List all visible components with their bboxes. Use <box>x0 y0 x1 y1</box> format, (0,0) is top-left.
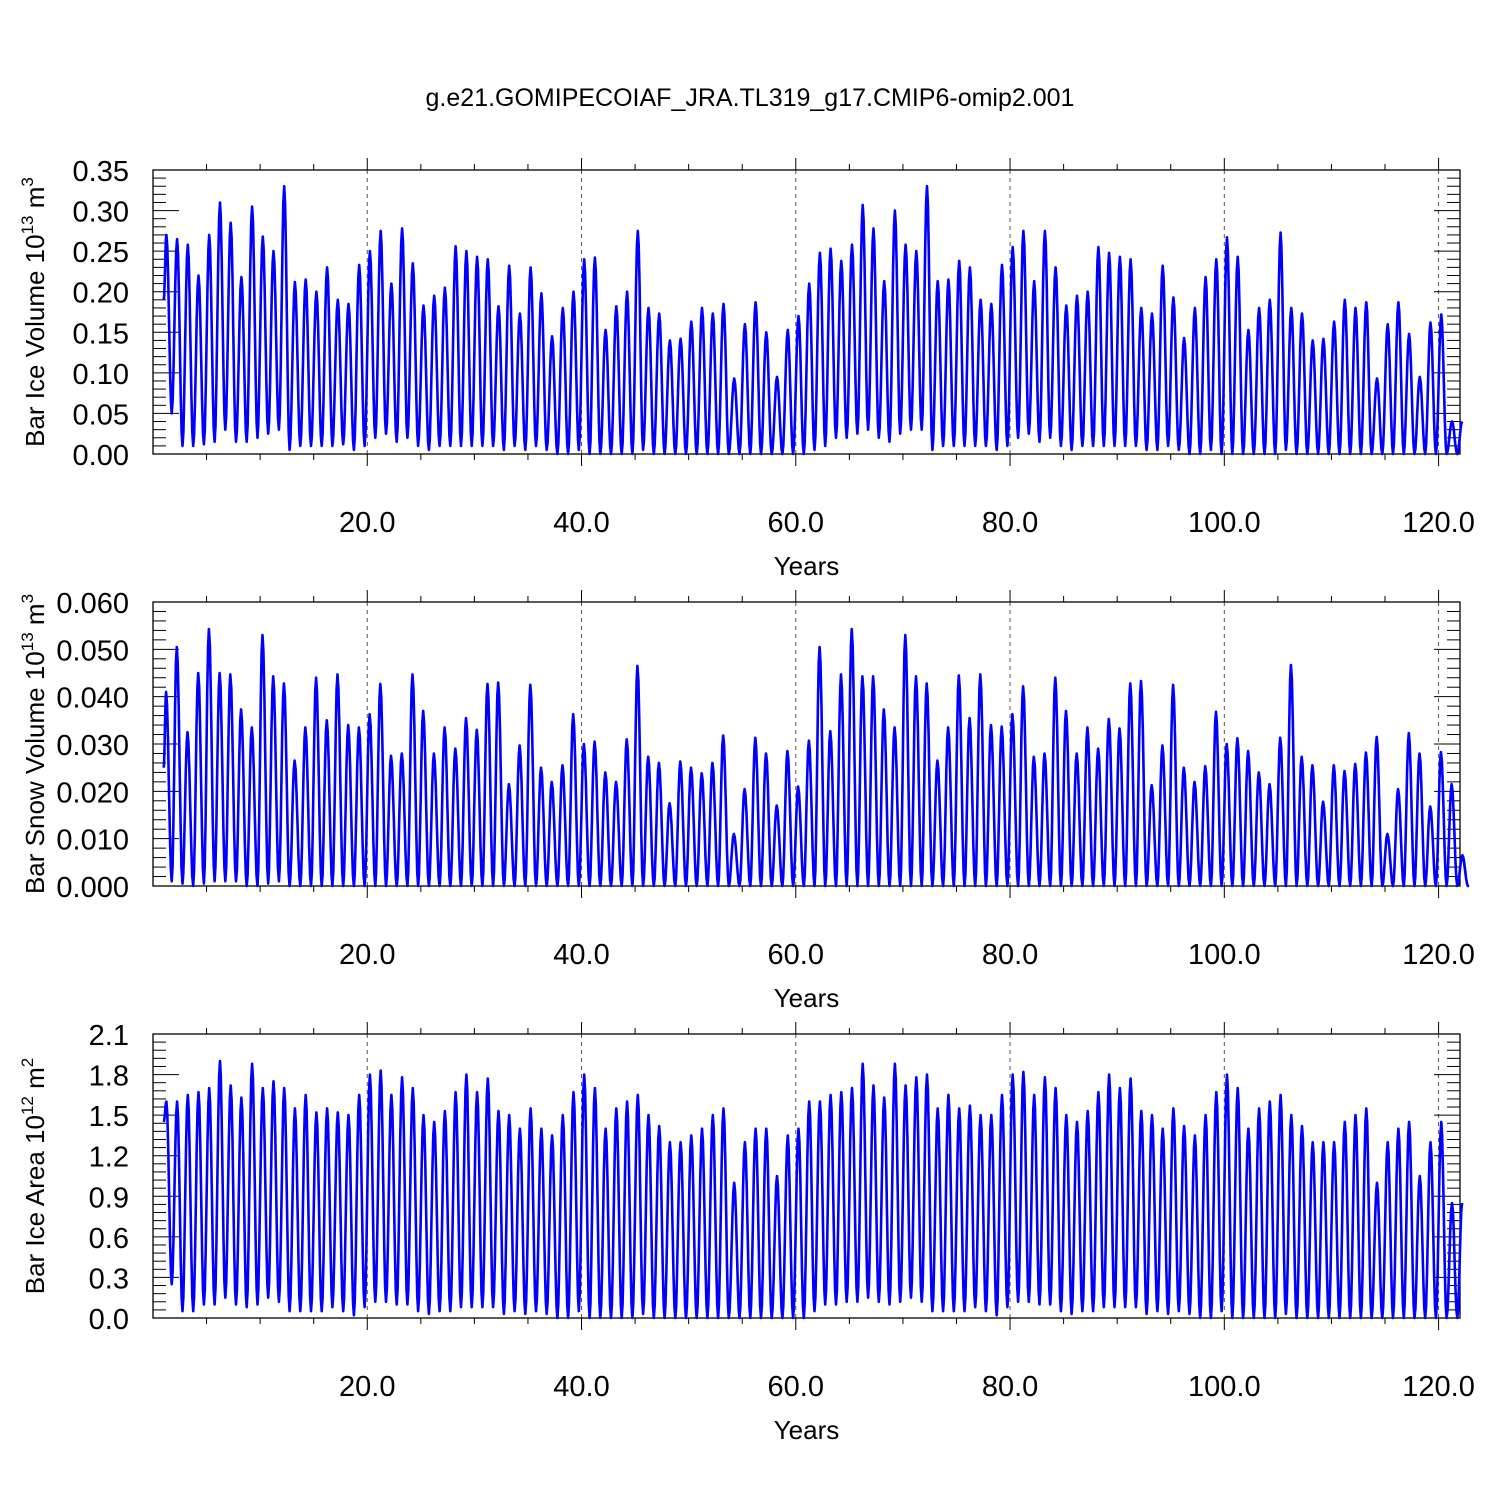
y-axis-label-unit-exponent: 3 <box>18 594 37 603</box>
y-tick-label: 0.9 <box>89 1182 129 1214</box>
y-axis-label-text: Bar Ice Volume 10 <box>20 234 50 446</box>
y-axis-label: Bar Snow Volume 1013 m3 <box>18 594 50 894</box>
plot-frame <box>152 1033 1461 1319</box>
x-tick-label: 100.0 <box>1188 939 1261 971</box>
x-tick-label: 20.0 <box>339 1371 395 1403</box>
panel-snow-volume: 20.0 40.0 60.0 80.0 100.0 120.0 0.000 0.010 0.02… <box>18 588 1475 1013</box>
y-axis-label: Bar Ice Area 1012 m2 <box>18 1058 50 1295</box>
series-line <box>162 627 1470 888</box>
x-tick-label: 60.0 <box>768 1371 824 1403</box>
series-line <box>162 184 1464 456</box>
x-tick-label: 40.0 <box>553 939 609 971</box>
x-tick-label: 120.0 <box>1402 507 1475 539</box>
y-tick-label: 0.10 <box>73 359 129 391</box>
y-tick-label: 0.060 <box>56 588 129 620</box>
chart-panels: 20.0 40.0 60.0 80.0 100.0 120.00.000.050.100.… <box>18 156 1475 1445</box>
y-axis-label-unit: m <box>20 603 50 632</box>
x-tick-label: 100.0 <box>1188 1371 1261 1403</box>
x-tick-label: 100.0 <box>1188 507 1261 539</box>
x-axis-label: Years <box>774 983 840 1013</box>
y-tick-label: 0.050 <box>56 635 129 667</box>
y-tick-label: 0.20 <box>73 278 129 310</box>
x-tick-label: 80.0 <box>982 507 1038 539</box>
x-tick-label: 120.0 <box>1402 1371 1475 1403</box>
x-tick-label: 80.0 <box>982 1371 1038 1403</box>
y-axis-label-exponent: 13 <box>18 215 37 234</box>
series-line <box>162 1059 1464 1320</box>
y-tick-label: 1.8 <box>89 1061 129 1093</box>
y-axis-label-exponent: 13 <box>18 632 37 651</box>
y-tick-label: 2.1 <box>89 1020 129 1052</box>
y-axis-label: Bar Ice Volume 1013 m3 <box>18 177 50 447</box>
y-tick-label: 0.040 <box>56 683 129 715</box>
x-axis-label: Years <box>774 551 840 581</box>
x-tick-label: 60.0 <box>768 939 824 971</box>
panel-ice-area: 20.0 40.0 60.0 80.0 100.0 120.0 0.0 0.3 0.6 0.9 1.… <box>18 1020 1475 1445</box>
y-tick-label: 0.000 <box>56 872 129 904</box>
x-tick-label: 40.0 <box>553 1371 609 1403</box>
y-tick-label: 0.030 <box>56 730 129 762</box>
y-axis-label-text: Bar Ice Area 10 <box>20 1115 50 1294</box>
y-tick-label: 0.3 <box>89 1263 129 1295</box>
y-axis-label-unit-exponent: 2 <box>18 1058 37 1067</box>
y-tick-label: 0.30 <box>73 197 129 229</box>
y-tick-label: 0.010 <box>56 825 129 857</box>
y-tick-label: 0.15 <box>73 318 129 350</box>
y-axis-label-exponent: 12 <box>18 1096 37 1115</box>
panel-ice-volume: 20.0 40.0 60.0 80.0 100.0 120.0 0.00 0.05 0.10 0.… <box>18 156 1475 581</box>
y-axis-label-unit: m <box>20 1067 50 1096</box>
x-tick-label: 120.0 <box>1402 939 1475 971</box>
y-tick-label: 0.25 <box>73 237 129 269</box>
y-tick-label: 1.2 <box>89 1142 129 1174</box>
y-tick-label: 0.6 <box>89 1223 129 1255</box>
x-tick-label: 40.0 <box>553 507 609 539</box>
y-tick-label: 0.020 <box>56 777 129 809</box>
y-axis-label-unit: m <box>20 187 50 216</box>
x-tick-label: 20.0 <box>339 507 395 539</box>
x-tick-label: 80.0 <box>982 939 1038 971</box>
y-axis-label-unit-exponent: 3 <box>18 177 37 186</box>
y-tick-label: 0.05 <box>73 399 129 431</box>
plot-frame <box>152 169 1461 455</box>
y-axis-label-text: Bar Snow Volume 10 <box>20 651 50 894</box>
x-tick-label: 60.0 <box>768 507 824 539</box>
x-axis-label: Years <box>774 1415 840 1445</box>
y-tick-label: 0.0 <box>89 1304 129 1336</box>
y-tick-label: 0.00 <box>73 440 129 472</box>
figure-title: g.e21.GOMIPECOIAF_JRA.TL319_g17.CMIP6-om… <box>426 84 1075 112</box>
y-tick-label: 0.35 <box>73 156 129 188</box>
y-tick-label: 1.5 <box>89 1101 129 1133</box>
x-tick-label: 20.0 <box>339 939 395 971</box>
